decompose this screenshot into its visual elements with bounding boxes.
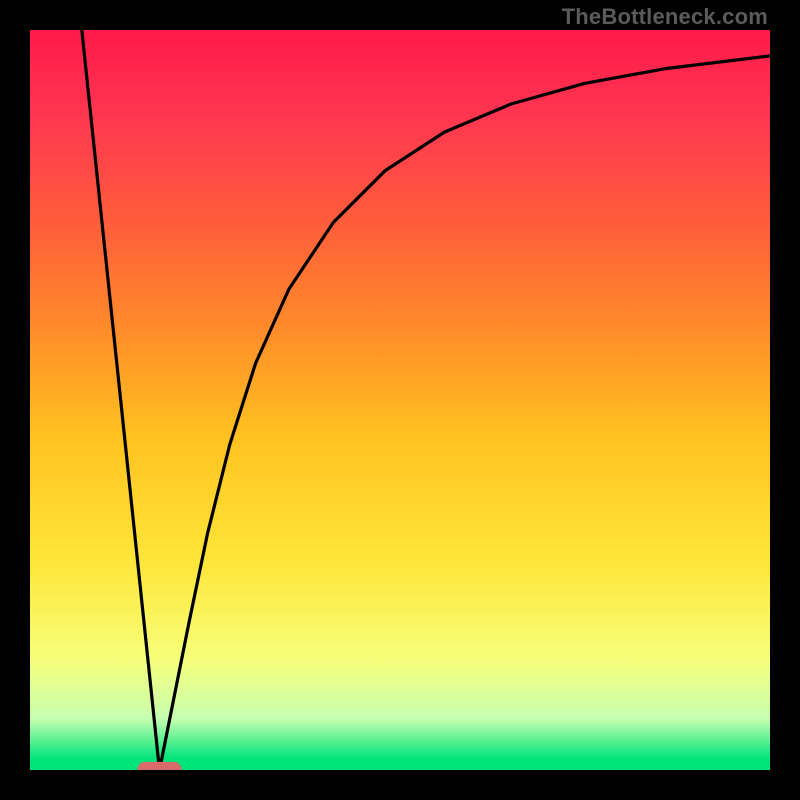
- bottleneck-chart: [30, 30, 770, 770]
- chart-frame: TheBottleneck.com: [0, 0, 800, 800]
- optimal-marker: [137, 762, 181, 770]
- watermark-text: TheBottleneck.com: [562, 4, 768, 30]
- plot-background: [30, 30, 770, 770]
